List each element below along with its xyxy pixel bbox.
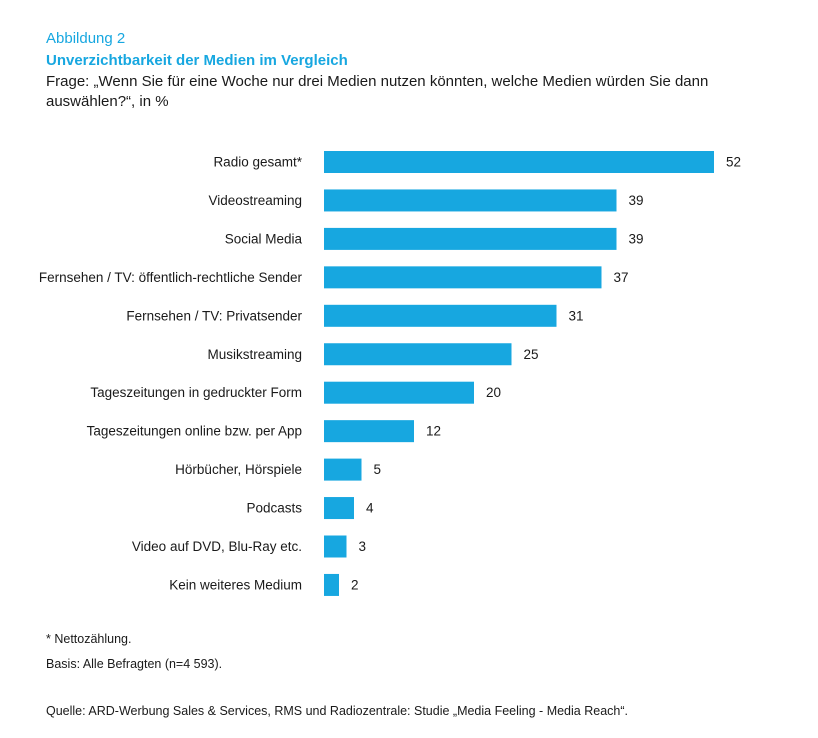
- bar: [324, 151, 714, 173]
- footnote-base: Basis: Alle Befragten (n=4 593).: [46, 657, 223, 671]
- bar: [324, 227, 617, 250]
- bar: [324, 304, 557, 327]
- category-label: Podcasts: [246, 501, 302, 516]
- figure-label: Abbildung 2: [46, 30, 126, 47]
- survey-question: Frage: „Wenn Sie für eine Woche nur drei…: [46, 73, 709, 110]
- category-label: Tageszeitungen in gedruckter Form: [90, 385, 302, 400]
- category-label: Videostreaming: [208, 193, 302, 208]
- value-label: 4: [366, 501, 374, 516]
- bar: [324, 573, 339, 596]
- value-label: 37: [614, 270, 629, 285]
- bar: [324, 535, 347, 558]
- bar: [324, 343, 512, 366]
- category-label: Hörbücher, Hörspiele: [175, 462, 302, 477]
- bar: [324, 420, 414, 443]
- category-label: Radio gesamt*: [213, 155, 302, 170]
- source-note: Quelle: ARD-Werbung Sales & Services, RM…: [46, 704, 628, 718]
- value-label: 39: [629, 193, 644, 208]
- category-label: Social Media: [225, 231, 303, 246]
- value-label: 2: [351, 577, 359, 592]
- bar: [324, 381, 474, 404]
- category-label: Tageszeitungen online bzw. per App: [87, 424, 302, 439]
- value-label: 39: [629, 231, 644, 246]
- category-label: Musikstreaming: [207, 347, 302, 362]
- value-label: 25: [524, 347, 539, 362]
- bar: [324, 266, 602, 289]
- category-label: Kein weiteres Medium: [169, 577, 302, 592]
- bar: [324, 497, 354, 520]
- value-label: 12: [426, 424, 441, 439]
- value-label: 52: [726, 155, 741, 170]
- value-label: 3: [359, 539, 367, 554]
- footnote-net: * Nettozählung.: [46, 632, 132, 646]
- category-label: Fernsehen / TV: öffentlich-rechtliche Se…: [39, 270, 303, 285]
- chart-title: Unverzichtbarkeit der Medien im Vergleic…: [46, 52, 348, 69]
- value-label: 31: [569, 308, 584, 323]
- value-label: 20: [486, 385, 501, 400]
- bar: [324, 189, 617, 212]
- category-label: Fernsehen / TV: Privatsender: [126, 308, 302, 323]
- category-label: Video auf DVD, Blu-Ray etc.: [132, 539, 302, 554]
- value-label: 5: [374, 462, 382, 477]
- bar: [324, 458, 362, 481]
